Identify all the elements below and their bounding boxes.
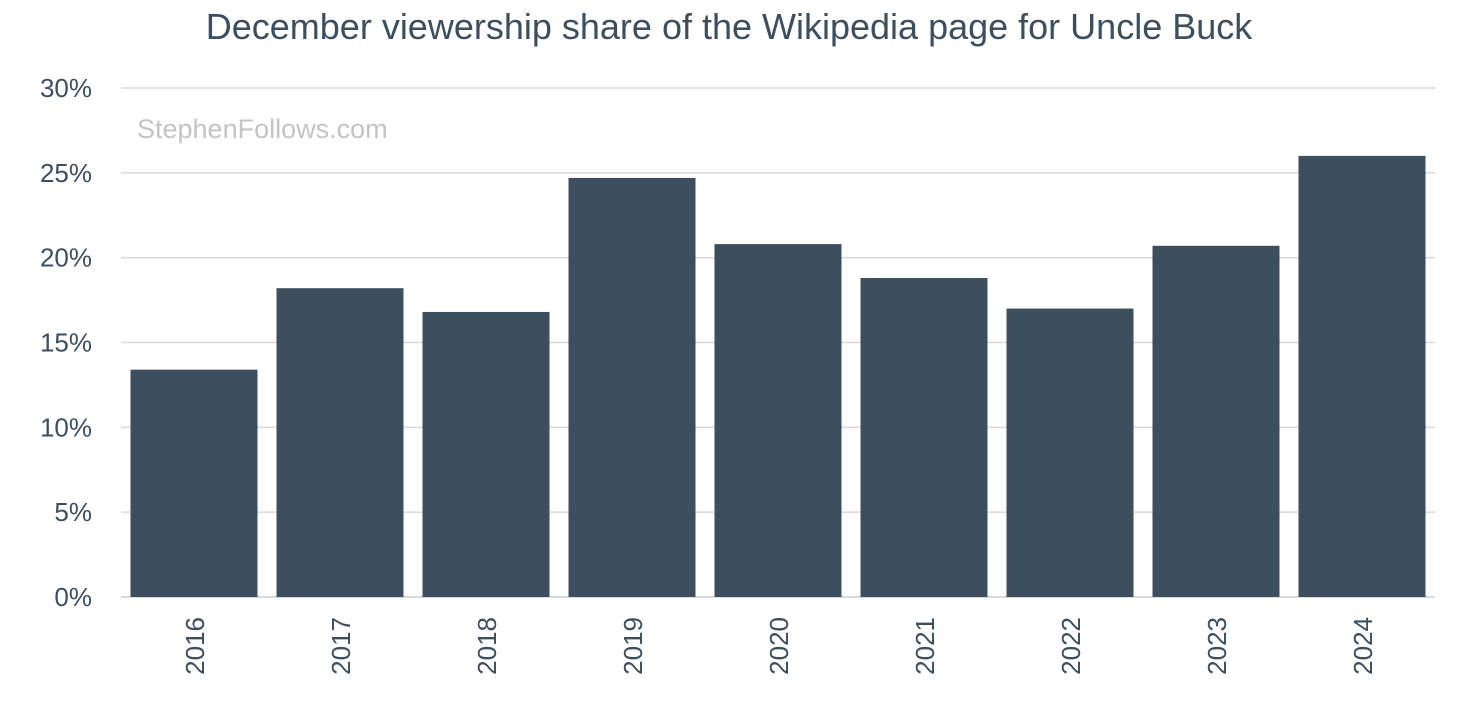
y-tick-label: 20%: [40, 243, 92, 273]
x-tick-label: 2024: [1348, 617, 1378, 675]
bar-2020: [714, 244, 842, 598]
watermark-layer: StephenFollows.com: [137, 114, 388, 144]
x-tick-label: 2021: [910, 617, 940, 675]
y-tick-label: 25%: [40, 158, 92, 188]
bar-2017: [276, 288, 404, 597]
y-tick-label: 0%: [54, 582, 92, 612]
bar-2022: [1006, 308, 1134, 597]
y-tick-label: 5%: [54, 497, 92, 527]
x-tick-label: 2016: [180, 617, 210, 675]
bar-2021: [860, 278, 988, 597]
bars: [130, 155, 1426, 598]
y-tick-label: 30%: [40, 73, 92, 103]
x-tick-label: 2018: [472, 617, 502, 675]
x-axis-ticks: 2016 2017 2018 2019 2020 2021 2022 2023 2024: [180, 617, 1378, 675]
x-tick-label: 2020: [764, 617, 794, 675]
watermark: StephenFollows.com: [137, 114, 388, 144]
chart-title: December viewership share of the Wikiped…: [205, 6, 1253, 47]
bar-2016: [130, 369, 258, 597]
bar-2018: [422, 311, 550, 597]
y-tick-label: 10%: [40, 412, 92, 442]
bar-2023: [1152, 245, 1280, 598]
y-tick-label: 15%: [40, 328, 92, 358]
bar-2024: [1298, 155, 1426, 597]
y-axis-ticks: 0% 5% 10% 15% 20% 25% 30%: [40, 73, 92, 612]
x-tick-label: 2022: [1056, 617, 1086, 675]
x-tick-label: 2017: [326, 617, 356, 675]
bar-2019: [568, 177, 696, 597]
x-tick-label: 2023: [1202, 617, 1232, 675]
x-tick-label: 2019: [618, 617, 648, 675]
